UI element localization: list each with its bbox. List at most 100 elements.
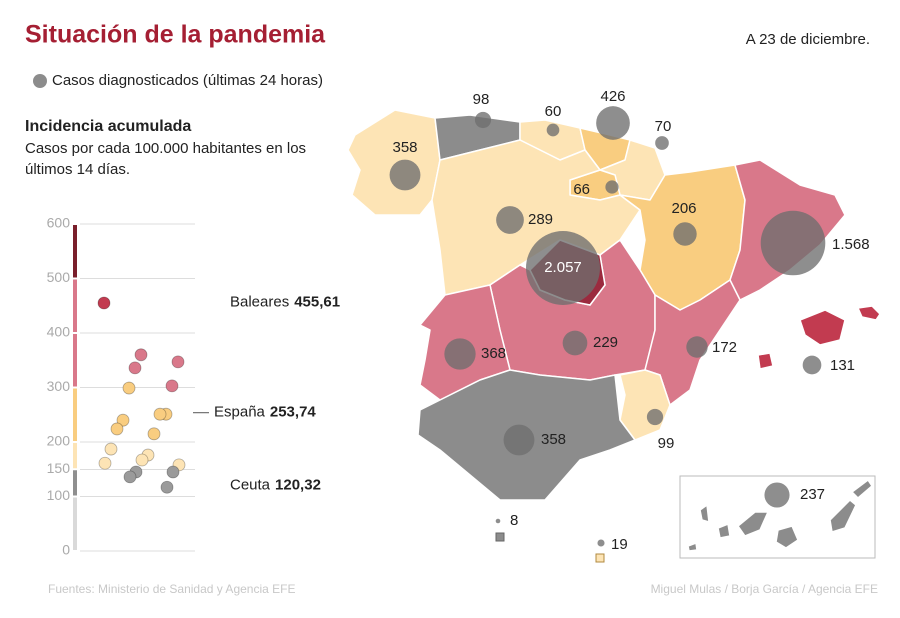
annotation: Baleares 455,61 <box>230 294 340 311</box>
region <box>737 511 769 537</box>
dot <box>166 465 180 479</box>
chart-title: Incidencia acumulada <box>25 118 191 135</box>
bubble <box>389 159 421 191</box>
bubble <box>503 424 535 456</box>
annotation-value: 455,61 <box>294 294 340 311</box>
bubble <box>444 338 476 370</box>
annotation-value: 253,74 <box>270 404 317 421</box>
y-tick-label: 600 <box>47 215 71 231</box>
bubble <box>605 180 619 194</box>
axis-band <box>73 279 77 332</box>
annotation-label: España <box>214 404 266 421</box>
bubble <box>686 336 708 358</box>
y-tick-label: 150 <box>47 460 71 476</box>
region <box>687 542 698 552</box>
ceuta <box>495 532 505 542</box>
dot <box>98 456 112 470</box>
dot <box>110 422 124 436</box>
bubbles: 358 98 60 426 70 66 289 206 1.568 2.057 368 229 172 1… <box>389 88 870 553</box>
bubble-label: 289 <box>528 211 553 228</box>
axis-band <box>73 388 77 441</box>
bubble-label: 70 <box>655 118 672 135</box>
bubble <box>673 222 697 246</box>
bubble-label: 8 <box>510 512 518 529</box>
dot <box>97 296 111 310</box>
bubble <box>760 210 826 276</box>
chart-subtitle: Casos por cada 100.000 habitantes en los <box>25 140 306 157</box>
legend-swatch <box>33 74 47 88</box>
annotation-label: Baleares <box>230 294 289 311</box>
bubble <box>764 482 790 508</box>
annotation-value: 120,32 <box>275 476 321 493</box>
bubble-label: 19 <box>611 536 628 553</box>
y-tick-label: 100 <box>47 487 71 503</box>
bubble-label: 66 <box>573 181 590 198</box>
region <box>829 499 857 533</box>
dot <box>123 470 137 484</box>
axis-band <box>73 334 77 387</box>
source: Fuentes: Ministerio de Sanidad y Agencia… <box>48 582 295 596</box>
region <box>717 523 731 539</box>
axis-band <box>73 497 77 550</box>
dot <box>153 407 167 421</box>
legend-label: Casos diagnosticados (últimas 24 horas) <box>52 72 323 89</box>
dot <box>122 381 136 395</box>
region <box>699 504 710 523</box>
annotation: España 253,74 <box>214 404 316 421</box>
melilla <box>595 553 605 563</box>
dot <box>165 379 179 393</box>
bubble-label: 358 <box>392 139 417 156</box>
bubble <box>526 231 600 305</box>
legend: Casos diagnosticados (últimas 24 horas) <box>33 72 323 89</box>
bubble-label: 206 <box>671 200 696 217</box>
dot <box>104 442 118 456</box>
axis-band <box>73 443 77 469</box>
dot <box>128 361 142 375</box>
annotation: Ceuta 120,32 <box>230 476 321 493</box>
y-tick-label: 0 <box>62 542 70 558</box>
dot <box>116 413 130 427</box>
bubble-label: 131 <box>830 357 855 374</box>
bubble <box>646 408 664 426</box>
bubble <box>596 106 630 140</box>
bubble-label: 2.057 <box>544 259 582 276</box>
dot <box>160 480 174 494</box>
chart-subtitle: últimos 14 días. <box>25 161 130 178</box>
dot <box>147 427 161 441</box>
dot <box>134 348 148 362</box>
date: A 23 de diciembre. <box>746 31 870 48</box>
bubble-label: 229 <box>593 334 618 351</box>
bubble <box>597 539 605 547</box>
axis-band <box>73 470 77 496</box>
bubble-label: 1.568 <box>832 236 870 253</box>
bubble-label: 172 <box>712 339 737 356</box>
canarias-box <box>679 475 876 559</box>
bubble <box>474 111 492 129</box>
bubble-label: 368 <box>481 345 506 362</box>
region <box>799 309 846 346</box>
dot <box>135 453 149 467</box>
bubble-label: 237 <box>800 486 825 503</box>
y-tick-label: 200 <box>47 433 71 449</box>
bubble <box>802 355 822 375</box>
y-tick-label: 400 <box>47 324 71 340</box>
bubble <box>496 206 524 234</box>
bubble-label: 98 <box>473 91 490 108</box>
bubble-label: 426 <box>600 88 625 105</box>
dot <box>171 355 185 369</box>
annotation-label: Ceuta <box>230 476 271 493</box>
strip-chart: 0 100 150 200 300 400 500 600 Baleares 455,61 Espa… <box>47 215 340 558</box>
y-tick-label: 300 <box>47 378 71 394</box>
bubble <box>546 123 560 137</box>
region <box>757 352 774 370</box>
bubble-label: 358 <box>541 431 566 448</box>
bubble <box>495 518 501 524</box>
title: Situación de la pandemia <box>25 21 326 49</box>
axis-band <box>73 225 77 278</box>
bubble <box>562 330 588 356</box>
region <box>347 109 441 216</box>
bubble <box>655 136 669 150</box>
region <box>851 479 873 499</box>
bubble-label: 99 <box>658 435 675 452</box>
